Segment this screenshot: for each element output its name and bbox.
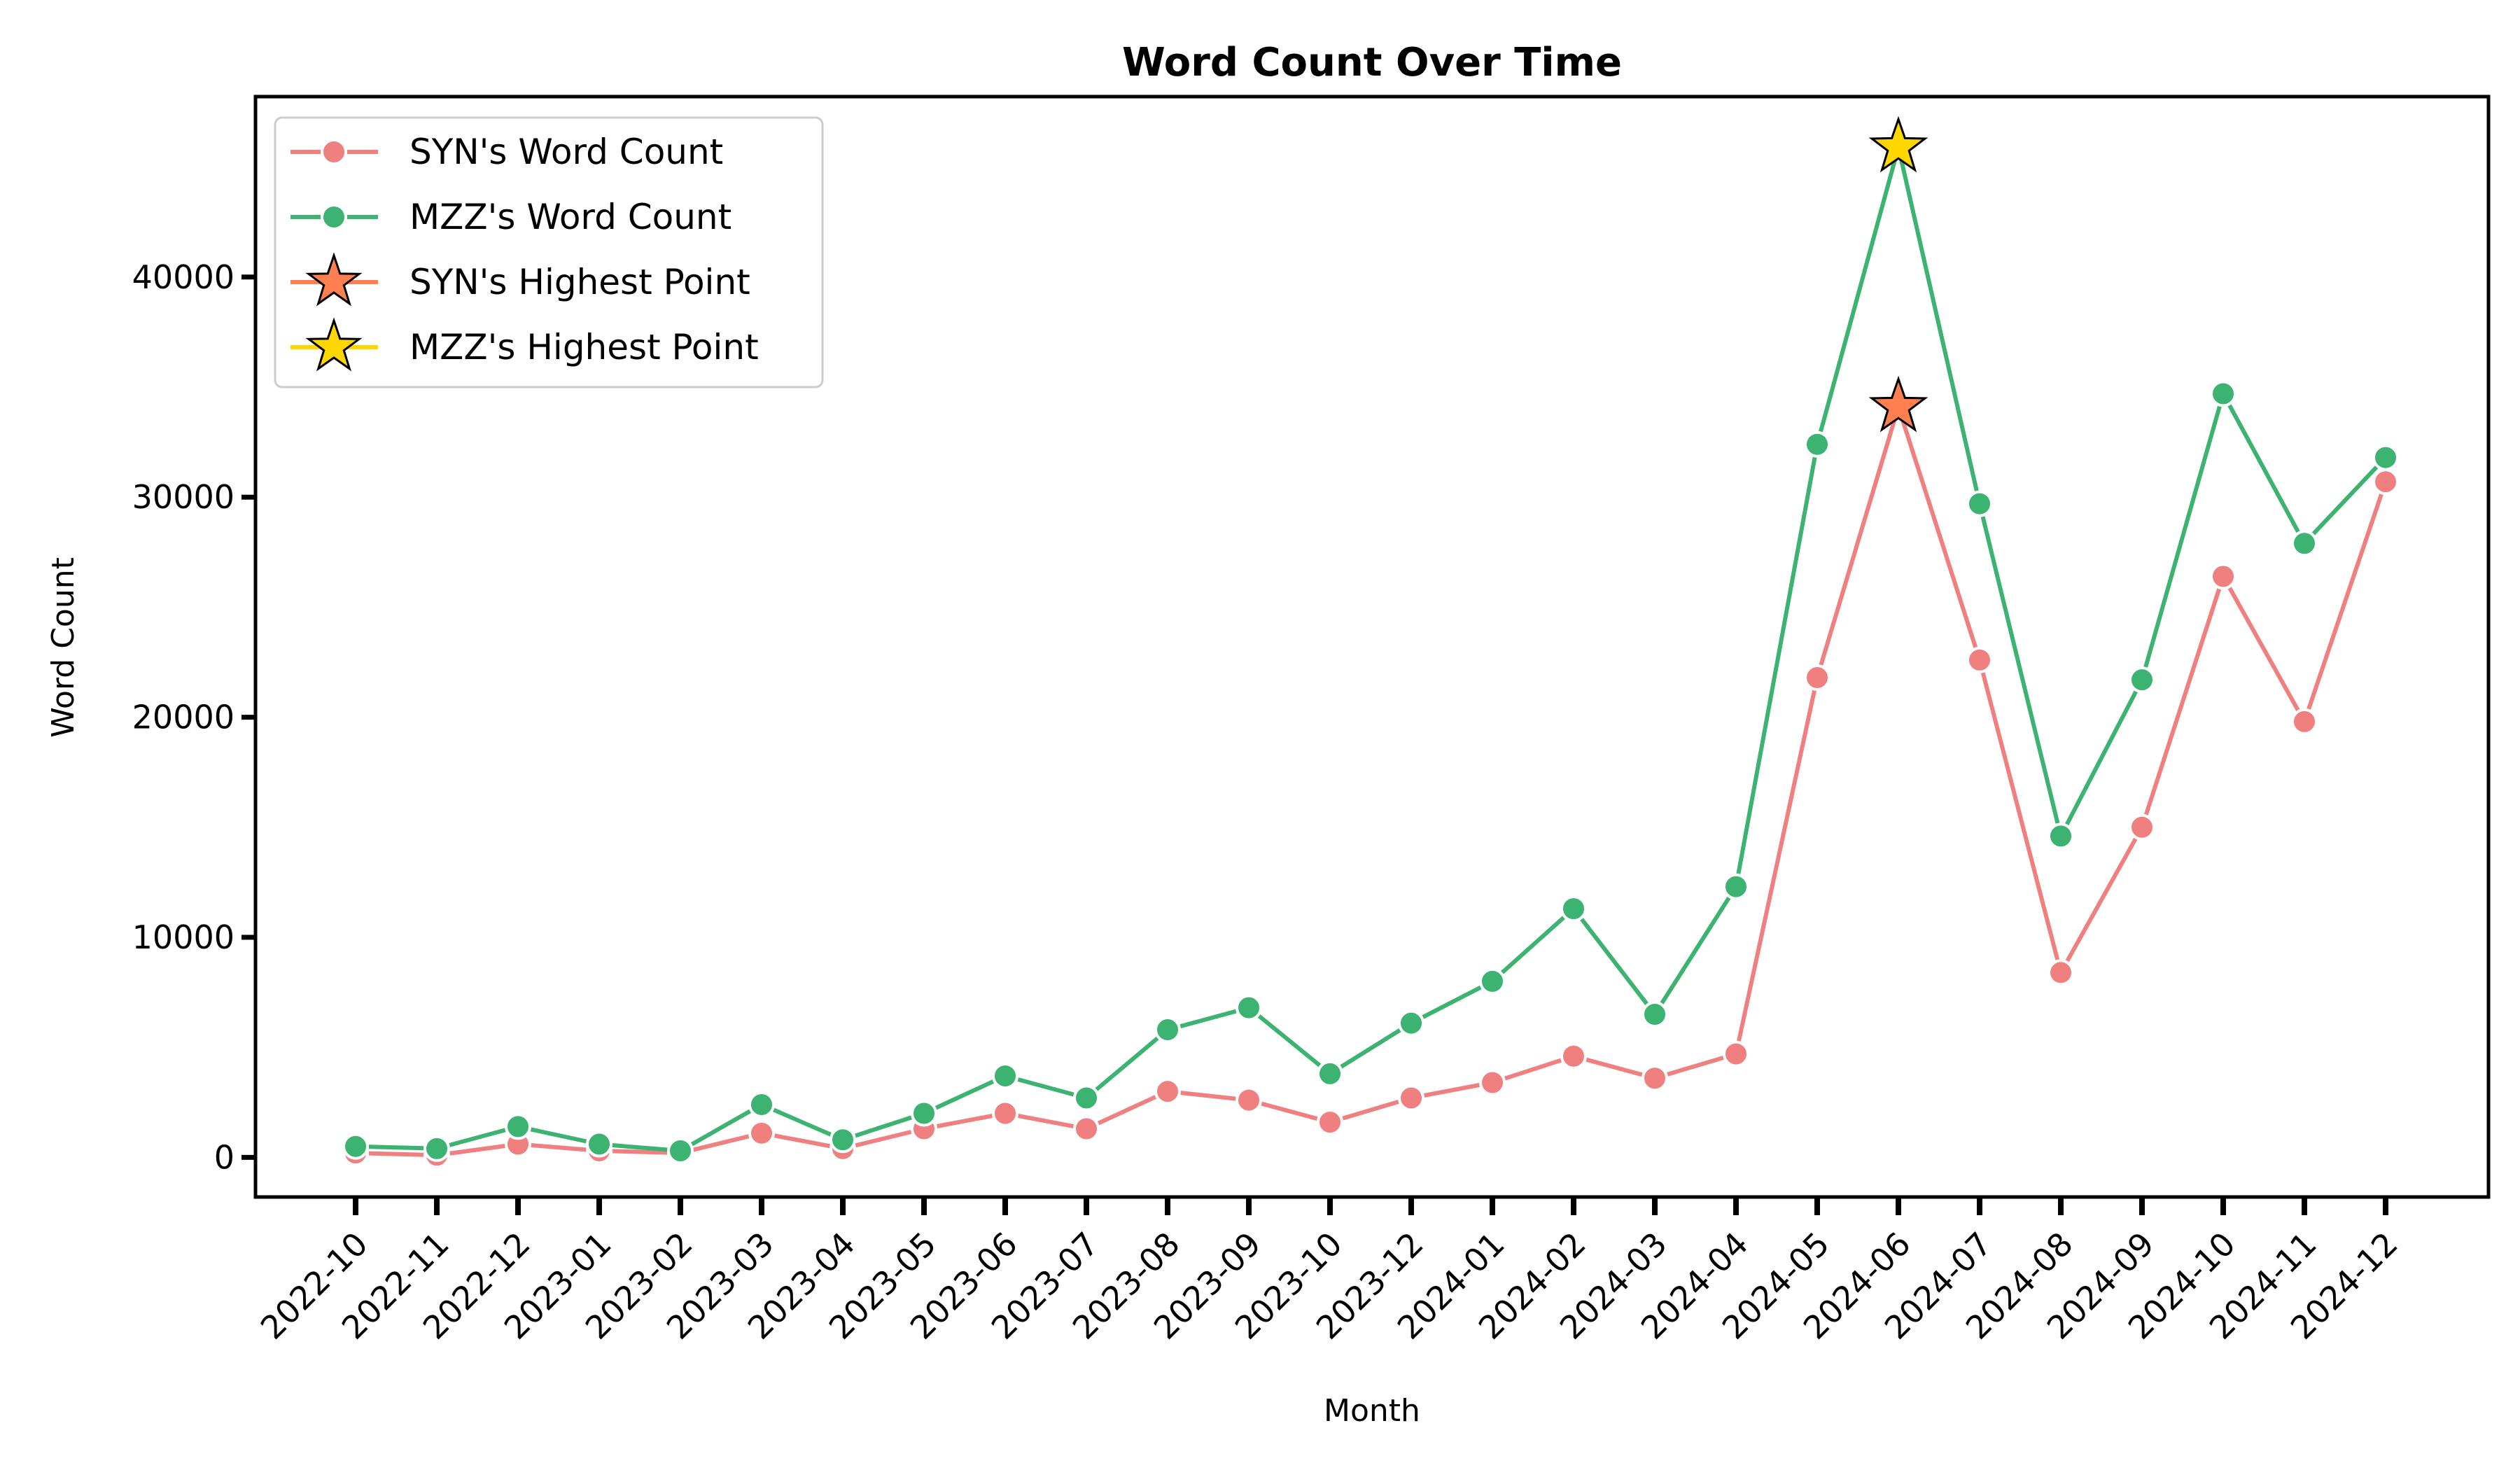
data-point (2291, 530, 2318, 557)
plot-frame (253, 94, 2491, 1199)
data-point (667, 1137, 694, 1164)
data-point (586, 1130, 612, 1158)
data-point (1804, 664, 1830, 692)
data-point (1560, 895, 1587, 923)
highlight-layer (1868, 115, 1928, 433)
data-point (1398, 1009, 1424, 1037)
data-point (1398, 1084, 1424, 1112)
data-point (2047, 822, 2074, 850)
data-point (1479, 1069, 1506, 1096)
data-point (2372, 444, 2399, 471)
legend-marker (321, 204, 347, 230)
data-point (1804, 430, 1830, 458)
series-line (354, 145, 2388, 1153)
x-axis: 2022-102022-112022-122023-012023-022023-… (253, 1197, 2405, 1347)
legend-label: MZZ's Highest Point (410, 327, 759, 368)
y-axis: 0 10000 20000 30000 40000 (132, 258, 255, 1176)
data-point (1236, 1086, 1262, 1114)
y-axis-label: Word Count (46, 557, 81, 738)
legend-box (274, 116, 824, 388)
data-point (1966, 646, 1993, 673)
data-point (1642, 1065, 1668, 1092)
legend-marker (321, 139, 347, 165)
data-point (2129, 813, 2155, 841)
data-point (1073, 1115, 1100, 1142)
data-point (1317, 1109, 1343, 1136)
data-point (748, 1119, 775, 1147)
y-tick-label: 10000 (132, 918, 234, 956)
data-point (992, 1063, 1018, 1090)
data-point (2210, 563, 2236, 590)
data-point (1317, 1060, 1343, 1087)
highest-point-star (1868, 375, 1928, 433)
data-point (2210, 380, 2236, 407)
data-point (2129, 666, 2155, 694)
data-point (2291, 708, 2318, 735)
data-point (1479, 967, 1506, 995)
data-point (748, 1091, 775, 1118)
data-point (1723, 873, 1749, 900)
series-1 (342, 393, 2399, 1169)
series-line (354, 405, 2388, 1158)
data-point (1723, 1040, 1749, 1068)
data-point (505, 1113, 531, 1140)
data-point (1236, 994, 1262, 1021)
legend-label: MZZ's Word Count (410, 197, 732, 237)
legend-label: SYN's Word Count (410, 132, 723, 172)
data-point (1642, 1001, 1668, 1028)
y-tick-label: 20000 (132, 699, 234, 736)
data-point (1966, 490, 1993, 517)
legend-label: SYN's Highest Point (410, 262, 750, 302)
highest-point-star (1868, 115, 1928, 173)
legend-star (305, 317, 363, 372)
x-axis-label: Month (1324, 1393, 1420, 1429)
data-point (342, 1133, 369, 1160)
data-point (1560, 1042, 1587, 1070)
data-point (911, 1100, 937, 1127)
data-point (424, 1135, 450, 1162)
series-layer (342, 134, 2399, 1169)
data-point (1154, 1078, 1181, 1105)
y-tick-label: 0 (214, 1138, 234, 1176)
data-point (1073, 1084, 1100, 1112)
data-point (2372, 468, 2399, 496)
y-tick-label: 40000 (132, 258, 234, 296)
legend-star (305, 252, 363, 307)
data-point (992, 1100, 1018, 1127)
y-tick-label: 30000 (132, 478, 234, 516)
data-point (830, 1126, 856, 1154)
chart-title: Word Count Over Time (1122, 40, 1622, 85)
data-point (1154, 1016, 1181, 1044)
data-point (2047, 959, 2074, 986)
legend: SYN's Word Count MZZ's Word Count SYN's Hi… (274, 116, 824, 388)
